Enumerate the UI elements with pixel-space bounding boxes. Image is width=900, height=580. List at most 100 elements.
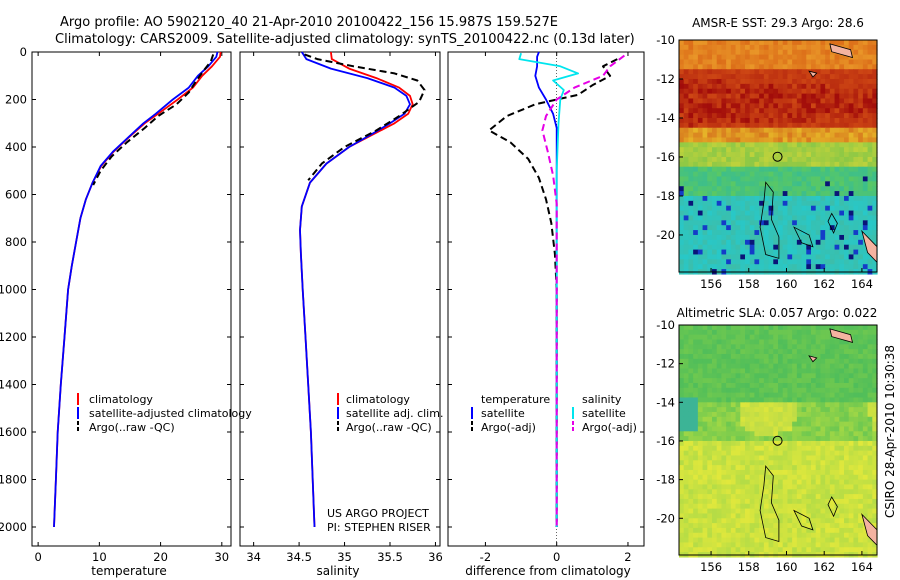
map-cell [825, 339, 831, 345]
map-cell [862, 147, 869, 153]
map-cell [848, 83, 855, 90]
map-cell [749, 344, 756, 350]
map-cell [754, 450, 760, 457]
map-cell [853, 334, 859, 341]
map-cell [683, 64, 690, 70]
map-cell [872, 83, 878, 90]
legend-label-argo: Argo(..raw -QC) [89, 421, 175, 434]
map-cell [853, 508, 859, 515]
map-cell [735, 518, 741, 524]
map-cell [759, 264, 765, 270]
map-cell [782, 264, 789, 270]
map-cell [801, 108, 807, 114]
map-cell [759, 421, 765, 428]
map-cell [679, 117, 685, 124]
map-cell [782, 249, 789, 256]
map-cell [839, 450, 845, 457]
map-cell [721, 373, 727, 379]
map-cell [745, 78, 751, 85]
map-cell [745, 234, 751, 241]
map-cell [796, 503, 803, 510]
map-cell [768, 176, 774, 182]
map-cell [754, 113, 760, 119]
map-cell [778, 503, 784, 510]
map-cell [829, 147, 836, 153]
map-cell [688, 450, 694, 457]
map-cell [778, 416, 784, 423]
map-cell [787, 513, 793, 519]
map-cell [688, 181, 694, 187]
map-cell [862, 513, 869, 519]
map-cell [683, 378, 690, 384]
map-cell [787, 349, 793, 355]
map-cell [693, 59, 699, 65]
map-cell [848, 195, 855, 202]
map-cell [745, 537, 751, 544]
map-cell [848, 69, 855, 75]
map-cell [839, 547, 845, 553]
map-cell [820, 239, 826, 246]
map-cell [787, 387, 793, 394]
map-cell [848, 230, 855, 236]
map-cell [712, 436, 718, 442]
map-cell [834, 397, 840, 403]
map-cell [825, 117, 831, 124]
map-cell [872, 108, 878, 114]
map-cell [712, 200, 718, 207]
map-cell [829, 156, 836, 163]
map-cell [815, 108, 822, 114]
map-cell [697, 88, 704, 95]
map-cell [749, 54, 756, 61]
map-cell [778, 542, 784, 548]
map-cell [867, 40, 873, 46]
map-cell [683, 339, 690, 345]
map-cell [754, 93, 760, 100]
map-cell [679, 450, 685, 457]
map-cell [811, 445, 817, 452]
map-cell [754, 122, 760, 129]
map-cell [773, 508, 779, 515]
map-cell [707, 152, 713, 158]
map-cell [702, 205, 708, 212]
map-cell [712, 186, 718, 192]
map-cell [688, 83, 694, 90]
map-cell [806, 353, 812, 360]
lon-tick-label: 156 [700, 277, 722, 291]
map-cell [707, 249, 713, 256]
map-cell [858, 59, 864, 65]
map-cell [759, 78, 765, 85]
map-cell [844, 416, 850, 423]
map-cell [697, 411, 704, 418]
map-cell [862, 455, 869, 461]
map-cell [839, 254, 845, 260]
map-cell [716, 59, 723, 65]
map-cell [867, 445, 873, 452]
map-cell [697, 532, 704, 539]
map-cell [815, 171, 822, 178]
map-cell [683, 249, 690, 256]
map-cell [844, 215, 850, 221]
map-cell [759, 93, 765, 100]
map-cell [707, 484, 713, 490]
map-cell [872, 523, 878, 529]
map-cell [825, 220, 831, 226]
map-cell [683, 88, 690, 95]
map-cell [735, 44, 741, 51]
map-cell [745, 205, 751, 212]
map-cell [792, 329, 798, 336]
map-cell [862, 117, 869, 124]
map-cell [792, 334, 798, 341]
map-cell [763, 220, 770, 226]
map-cell [730, 161, 737, 168]
map-cell [679, 161, 685, 168]
map-cell [735, 186, 741, 192]
map-cell [735, 239, 741, 246]
map-cell [820, 225, 826, 231]
map-cell [712, 411, 718, 418]
map-cell [759, 74, 765, 80]
map-cell [858, 132, 864, 139]
map-cell [773, 200, 779, 207]
map-cell [721, 426, 727, 432]
map-cell [806, 392, 812, 399]
map-cell [844, 156, 850, 163]
